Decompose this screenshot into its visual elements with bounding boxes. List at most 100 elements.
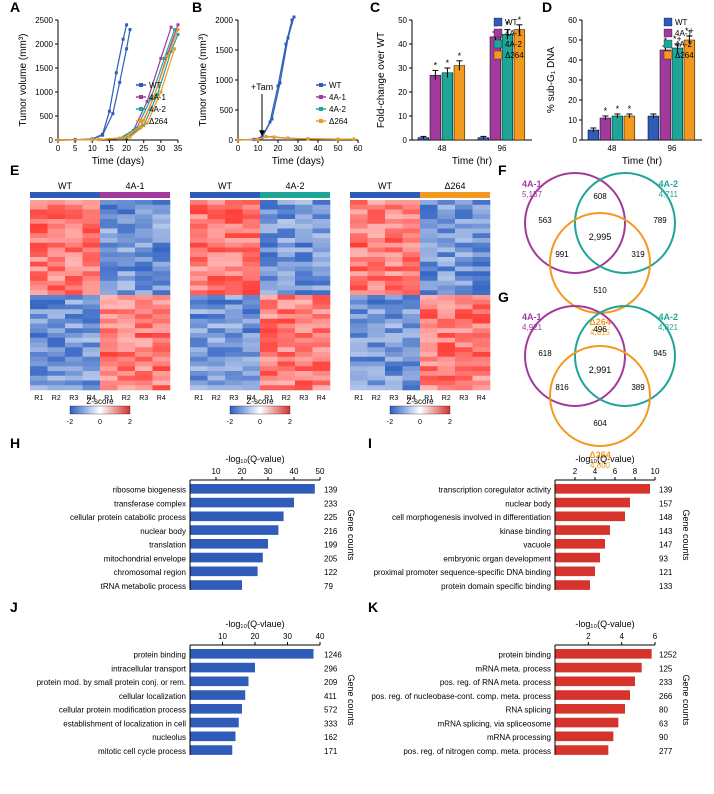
svg-text:30: 30 [156,144,165,153]
svg-text:500: 500 [220,106,234,115]
svg-text:nucleolus: nucleolus [152,733,186,742]
svg-text:93: 93 [659,554,668,563]
svg-text:40: 40 [290,467,299,476]
svg-text:1246: 1246 [324,651,342,660]
svg-text:4,821: 4,821 [658,323,679,332]
svg-text:Gene counts: Gene counts [681,509,691,561]
svg-text:4A-1: 4A-1 [505,29,522,38]
svg-text:63: 63 [659,719,668,728]
svg-text:RNA splicing: RNA splicing [506,706,551,715]
svg-text:Gene counts: Gene counts [346,509,356,561]
svg-text:60: 60 [568,16,577,25]
svg-text:G: G [498,289,509,305]
svg-text:96: 96 [668,144,677,153]
svg-text:209: 209 [324,678,338,687]
svg-text:157: 157 [659,499,673,508]
svg-text:-log₁₀(Q-value): -log₁₀(Q-value) [575,454,634,464]
svg-text:-log₁₀(Q-value): -log₁₀(Q-value) [225,454,284,464]
svg-text:572: 572 [324,706,338,715]
svg-text:R3: R3 [459,395,468,402]
svg-text:6: 6 [613,467,618,476]
svg-text:E: E [10,162,19,178]
svg-text:4,711: 4,711 [659,190,679,199]
svg-text:+Tam: +Tam [251,82,273,92]
svg-text:cell morphogenesis involved in: cell morphogenesis involved in different… [392,513,551,522]
svg-text:1252: 1252 [659,651,677,660]
svg-text:2,991: 2,991 [589,365,612,375]
svg-text:2: 2 [586,632,591,641]
svg-text:-2: -2 [227,419,233,426]
svg-text:R3: R3 [229,395,238,402]
svg-text:R2: R2 [52,395,61,402]
svg-text:563: 563 [538,216,552,225]
svg-text:0: 0 [258,419,262,426]
svg-text:0: 0 [49,136,54,145]
svg-text:protein domain specific bindin: protein domain specific binding [441,582,551,591]
svg-text:4A-1: 4A-1 [329,93,346,102]
svg-text:296: 296 [324,664,338,673]
svg-text:10: 10 [88,144,97,153]
svg-text:-2: -2 [67,419,73,426]
svg-text:transferase complex: transferase complex [114,499,186,508]
svg-text:cellular protein modification: cellular protein modification process [59,706,186,715]
svg-text:Time (days): Time (days) [92,156,144,167]
svg-text:1500: 1500 [35,64,53,73]
svg-text:*: * [628,104,632,114]
svg-text:R3: R3 [69,395,78,402]
svg-text:R1: R1 [34,395,43,402]
svg-text:chromosomal region: chromosomal region [114,568,186,577]
svg-text:R4: R4 [317,395,326,402]
svg-text:0: 0 [573,136,578,145]
svg-text:4: 4 [619,632,624,641]
svg-text:Z-score: Z-score [246,397,274,406]
svg-text:I: I [368,435,372,451]
svg-text:establishment of localization: establishment of localization in cell [63,719,186,728]
svg-text:C: C [370,0,380,15]
svg-text:Δ264: Δ264 [505,51,524,60]
svg-text:WT: WT [505,18,518,27]
svg-text:nuclear body: nuclear body [505,499,551,508]
svg-text:4A-1: 4A-1 [149,93,166,102]
svg-text:500: 500 [40,112,54,121]
figure-svg: ABCDEFGHIJK05101520253035050010001500200… [0,0,714,791]
svg-text:*: * [604,106,608,116]
svg-text:30: 30 [264,467,273,476]
svg-text:4A-1: 4A-1 [675,29,692,38]
svg-text:2500: 2500 [35,16,53,25]
svg-text:8: 8 [633,467,638,476]
svg-text:Δ264: Δ264 [675,51,694,60]
svg-text:vacuole: vacuole [523,541,551,550]
svg-text:mitochondrial envelope: mitochondrial envelope [104,554,187,563]
svg-text:79: 79 [324,582,333,591]
svg-text:protein binding: protein binding [134,651,186,660]
svg-text:162: 162 [324,733,338,742]
svg-text:277: 277 [659,747,673,756]
svg-text:WT: WT [329,81,342,90]
svg-text:10: 10 [212,467,221,476]
svg-text:2: 2 [128,419,132,426]
svg-text:WT: WT [149,81,162,90]
svg-text:pos. reg. of nitrogen comp. me: pos. reg. of nitrogen comp. meta. proces… [403,747,551,756]
svg-text:143: 143 [659,527,673,536]
svg-text:2,995: 2,995 [589,232,612,242]
svg-text:Z-score: Z-score [86,397,114,406]
svg-text:216: 216 [324,527,338,536]
svg-text:199: 199 [324,541,338,550]
svg-text:R3: R3 [139,395,148,402]
svg-text:604: 604 [593,419,607,428]
svg-text:translation: translation [149,541,186,550]
svg-text:266: 266 [659,692,673,701]
svg-text:ribosome biogenesis: ribosome biogenesis [113,486,186,495]
svg-text:20: 20 [274,144,283,153]
svg-text:60: 60 [354,144,363,153]
svg-text:0: 0 [236,144,241,153]
svg-text:-log₁₀(Q-value): -log₁₀(Q-value) [575,619,634,629]
svg-text:Δ264: Δ264 [329,117,348,126]
svg-text:50: 50 [398,16,407,25]
svg-text:cellular localization: cellular localization [119,692,186,701]
svg-text:4A-1: 4A-1 [522,179,542,189]
svg-text:mRNA splicing, via spliceosome: mRNA splicing, via spliceosome [438,719,552,728]
svg-text:Z-score: Z-score [406,397,434,406]
svg-text:pos. reg. of RNA meta. process: pos. reg. of RNA meta. process [440,678,551,687]
svg-text:*: * [446,58,450,68]
